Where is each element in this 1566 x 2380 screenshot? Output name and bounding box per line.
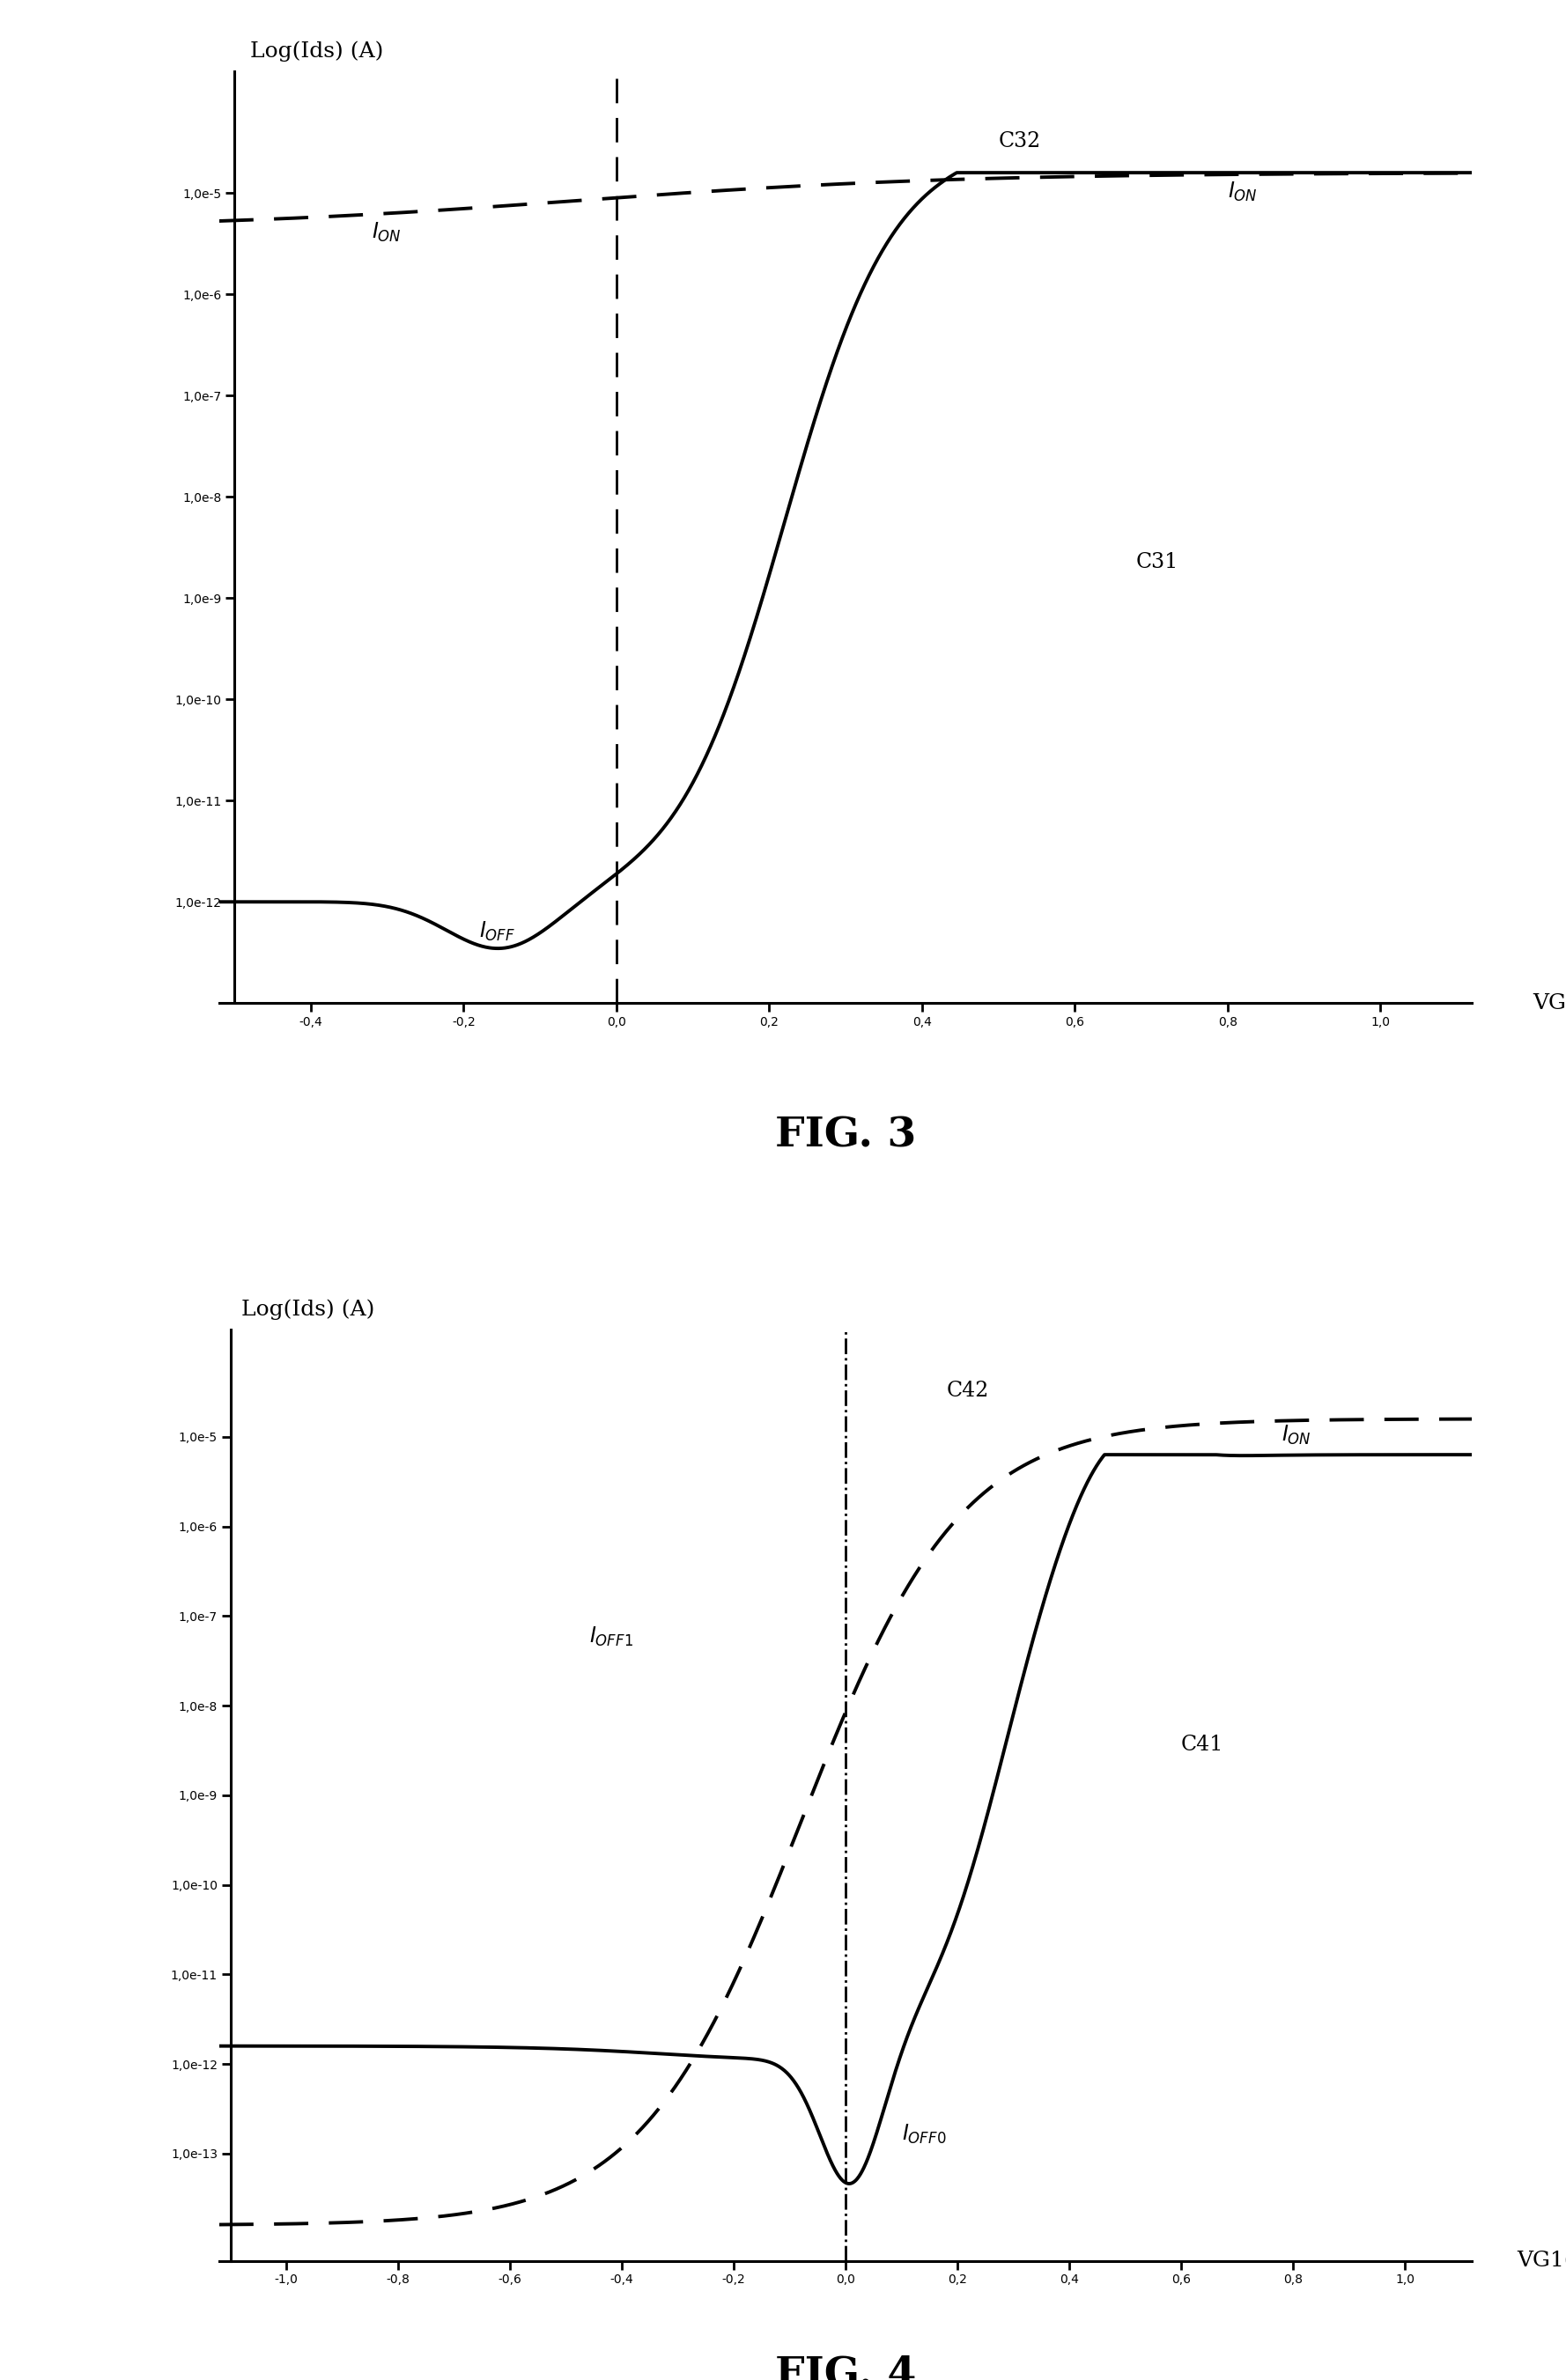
- Text: FIG. 3: FIG. 3: [775, 1114, 916, 1154]
- Text: $I_{OFF1}$: $I_{OFF1}$: [589, 1626, 633, 1649]
- Text: VG1(V): VG1(V): [1517, 2251, 1566, 2271]
- Text: $I_{ON}$: $I_{ON}$: [373, 221, 402, 245]
- Text: $I_{ON}$: $I_{ON}$: [1283, 1423, 1312, 1447]
- Text: C32: C32: [999, 131, 1041, 152]
- Text: $I_{OFF}$: $I_{OFF}$: [479, 919, 515, 942]
- Text: C41: C41: [1181, 1735, 1223, 1754]
- Text: C42: C42: [946, 1380, 988, 1402]
- Text: $I_{OFF0}$: $I_{OFF0}$: [902, 2123, 946, 2144]
- Text: FIG. 4: FIG. 4: [775, 2354, 916, 2380]
- Text: $I_{ON}$: $I_{ON}$: [1228, 181, 1257, 202]
- Text: VG1(V): VG1(V): [1533, 992, 1566, 1014]
- Text: Log(Ids) (A): Log(Ids) (A): [251, 40, 384, 62]
- Text: Log(Ids) (A): Log(Ids) (A): [241, 1299, 374, 1321]
- Text: C31: C31: [1135, 552, 1179, 571]
